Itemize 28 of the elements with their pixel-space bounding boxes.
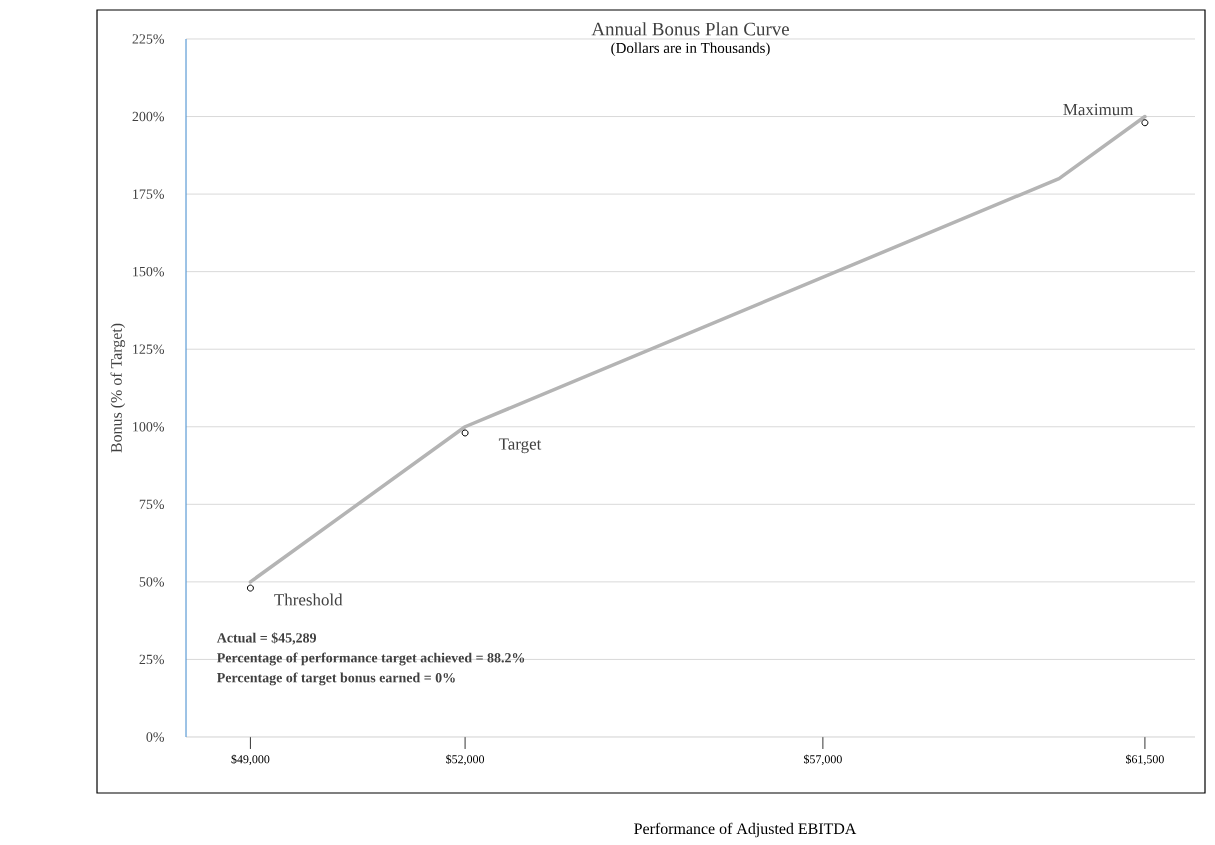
- annotation: Maximum: [1063, 103, 1134, 116]
- x-axis-title: Performance of Adjusted EBITDA: [634, 822, 857, 838]
- annotation: Target: [498, 438, 542, 454]
- x-tick-label: $57,000: [803, 754, 842, 766]
- y-tick-label: 0%: [146, 732, 165, 742]
- x-tick-label: $49,000: [231, 754, 270, 766]
- point: [246, 584, 254, 592]
- x-tick-label: $61,500: [1126, 754, 1164, 766]
- y-tick-label: 25%: [139, 654, 165, 665]
- y-tick-label: 175%: [133, 189, 165, 199]
- point: [1141, 119, 1149, 127]
- y-tick-label: 200%: [132, 111, 165, 122]
- y-tick-label: 50%: [139, 577, 165, 587]
- annotation: Percentage of performance target achieved = 88.2%: [217, 652, 525, 666]
- y-tick-label: 75%: [139, 499, 165, 510]
- y-tick-label: 225%: [132, 34, 165, 44]
- annotation: Percentage of target bonus earned = 0%: [217, 672, 455, 686]
- y-axis-title: Bonus (% of Target): [110, 323, 126, 453]
- chart-title: Annual Bonus Plan Curve: [591, 22, 789, 36]
- line-series: [248, 114, 1147, 584]
- annotation: Actual = $45,289: [216, 632, 317, 645]
- chart-subtitle: (Dollars are in Thousands): [611, 42, 770, 57]
- x-tick-label: $52,000: [446, 754, 485, 766]
- point: [461, 429, 469, 437]
- y-tick-label: 100%: [133, 422, 165, 432]
- y-tick-label: 150%: [133, 266, 165, 277]
- annotation: Threshold: [274, 593, 343, 606]
- y-tick-label: 125%: [133, 344, 165, 354]
